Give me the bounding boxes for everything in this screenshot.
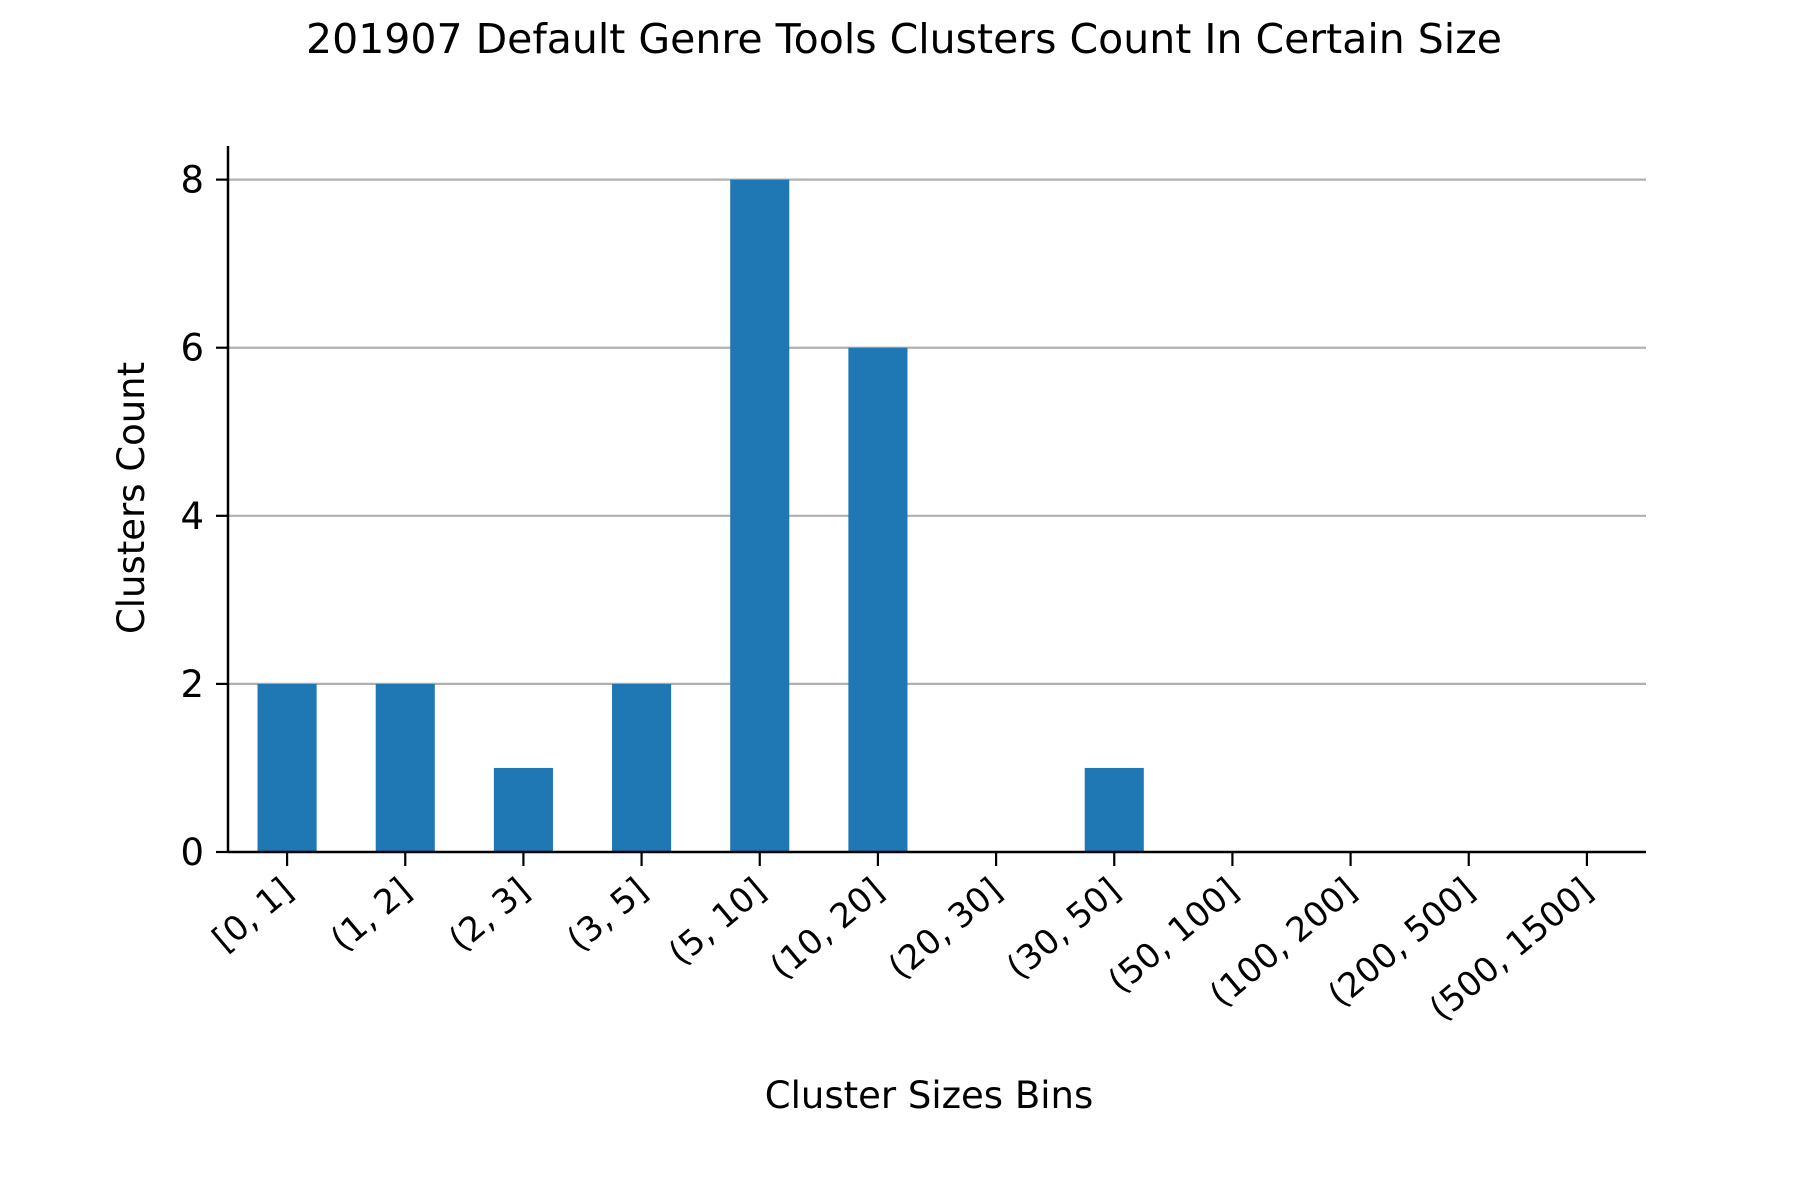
x-tick-label: (10, 20] [763,870,892,987]
y-tick-label: 4 [180,495,204,538]
x-ticks: [0, 1] (1, 2] (2, 3] (3, 5] (5, 10](10, 20](… [205,852,1601,1029]
x-tick-label: (2, 3] [441,870,537,959]
bar [375,683,435,852]
bar [612,683,672,852]
y-ticks: 0 2 4 6 8 [180,159,228,874]
bars [257,179,1144,853]
chart-title: 201907 Default Genre Tools Clusters Coun… [306,15,1502,63]
x-tick-label: [0, 1] [205,870,301,959]
y-axis-label: Clusters Count [110,362,153,634]
bar [493,767,553,852]
bar [1084,767,1144,852]
gridlines [228,178,1646,686]
y-tick-label: 2 [180,663,204,706]
bar [730,179,790,853]
y-tick-label: 8 [180,159,204,202]
x-tick-label: (1, 2] [323,870,419,959]
x-axis-label: Cluster Sizes Bins [765,1074,1093,1117]
x-tick-label: (3, 5] [560,870,656,959]
y-tick-label: 0 [180,831,204,874]
x-tick-label: (5, 10] [661,870,773,973]
x-tick-label: (20, 30] [881,870,1010,987]
y-tick-label: 6 [180,327,204,370]
bar [848,347,908,852]
bar [257,683,317,852]
